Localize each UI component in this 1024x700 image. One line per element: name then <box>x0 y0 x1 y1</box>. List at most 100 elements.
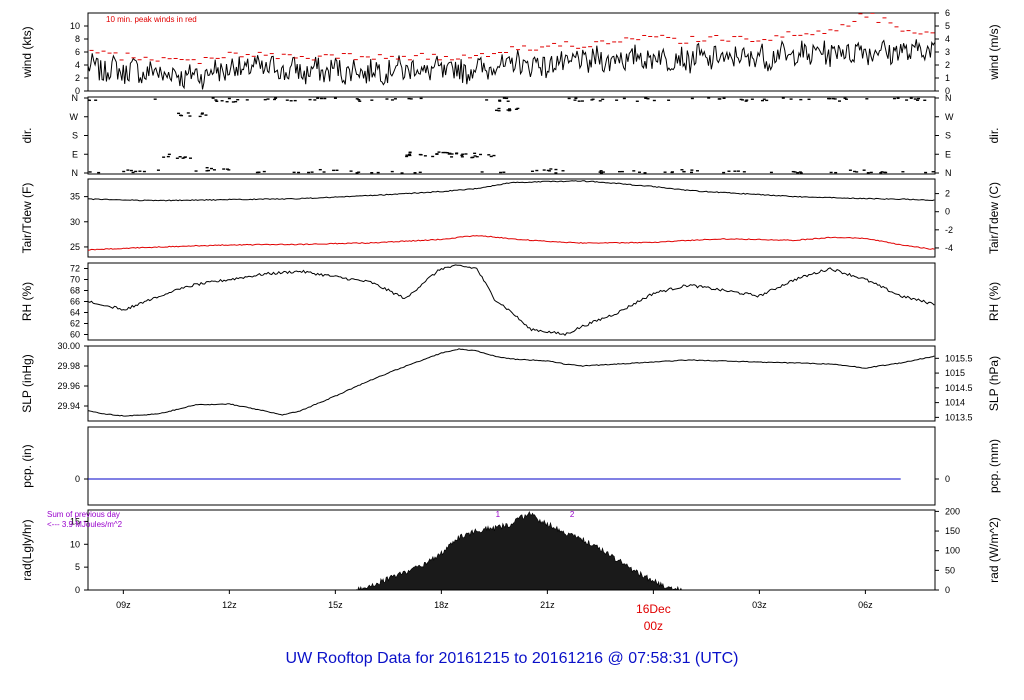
wind-direction-mark <box>376 171 380 174</box>
y-tick-label-right: 5 <box>945 21 950 31</box>
y-axis-label: pcp. (in) <box>20 444 34 487</box>
wind-speed-line <box>88 39 935 90</box>
y-axis-label: Tair/Tdew (F) <box>20 183 34 254</box>
y-tick-label: N <box>72 93 79 103</box>
wind-direction-mark <box>599 172 603 174</box>
wind-direction-mark <box>615 99 619 101</box>
y-tick-label: 4 <box>75 60 80 70</box>
y-tick-label: 2 <box>75 73 80 83</box>
wind-direction-mark <box>413 172 417 174</box>
wind-direction-mark <box>188 115 192 117</box>
y-tick-label-right: 2 <box>945 60 950 70</box>
wind-direction-mark <box>916 99 920 101</box>
wind-direction-mark <box>680 169 684 171</box>
plot-area <box>88 264 935 337</box>
wind-direction-mark <box>126 169 130 171</box>
dewpoint-line <box>88 235 935 251</box>
wind-direction-mark <box>514 108 518 110</box>
wind-direction-mark <box>206 169 210 172</box>
wind-direction-mark <box>744 100 748 102</box>
wind-direction-mark <box>506 109 510 111</box>
plot-area <box>84 97 935 174</box>
wind-direction-mark <box>573 99 577 101</box>
wind-direction-mark <box>736 170 740 172</box>
wind-direction-mark <box>473 152 477 155</box>
y-tick-label-right: E <box>945 149 951 159</box>
panel-frame <box>87 262 936 341</box>
y-tick-label: 0 <box>75 86 80 96</box>
y-tick-label-right: N <box>945 93 952 103</box>
wind-direction-mark <box>370 172 374 174</box>
wind-direction-mark <box>307 171 311 174</box>
y-tick-label-right: 6 <box>945 8 950 18</box>
y-tick-label-right: 100 <box>945 546 960 556</box>
wind-direction-mark <box>84 100 87 101</box>
wind-direction-mark <box>554 168 558 171</box>
y-tick-label-right: -2 <box>945 225 953 235</box>
plot-area <box>88 348 935 417</box>
y-axis-label: rad(Lgly/hr) <box>20 519 34 580</box>
wind-direction-mark <box>508 108 512 110</box>
x-tick-label: 06z <box>858 600 873 610</box>
wind-direction-mark <box>245 99 249 101</box>
wind-direction-mark <box>866 172 870 174</box>
panel-frame <box>87 96 936 175</box>
wind-direction-mark <box>323 97 327 100</box>
wind-direction-mark <box>257 171 261 173</box>
wind-direction-mark <box>177 112 181 115</box>
radiation-sum-value: <--- 3.9 MJoules/m^2 <box>47 520 123 529</box>
wind-direction-mark <box>646 98 650 100</box>
pressure-line <box>88 348 935 417</box>
wind-direction-mark <box>156 169 160 171</box>
x-tick-label: 18z <box>434 600 449 610</box>
wind-direction-mark <box>274 97 278 99</box>
wind-direction-mark <box>293 99 297 102</box>
wind-direction-mark <box>470 156 474 159</box>
radiation-marker-1: 1 <box>496 510 501 519</box>
wind-direction-mark <box>508 109 512 111</box>
wind-direction-mark <box>225 101 229 103</box>
wind-direction-mark <box>455 152 459 155</box>
panel-frame <box>87 178 936 258</box>
wind-direction-mark <box>865 98 869 100</box>
wind-direction-mark <box>200 112 204 114</box>
wind-direction-mark <box>637 171 641 173</box>
wind-direction-mark <box>435 153 439 155</box>
y-tick-label: 10 <box>70 539 80 549</box>
wind-direction-mark <box>652 99 656 102</box>
wind-direction-mark <box>88 99 90 101</box>
y-tick-label: 29.94 <box>57 401 80 411</box>
y-tick-label: 0 <box>75 474 80 484</box>
panel-7: rad(Lgly/hr) rad (W/m^2)05101505010015020… <box>20 506 1001 595</box>
wind-direction-mark <box>762 98 766 100</box>
wind-direction-mark <box>489 155 493 158</box>
wind-direction-mark <box>690 171 694 174</box>
wind-direction-mark <box>644 97 648 99</box>
wind-direction-mark <box>622 97 626 100</box>
wind-direction-mark <box>516 107 520 110</box>
radiation-marker-2: 2 <box>570 510 575 519</box>
y-axis-label-right: Tair/Tdew (C) <box>987 182 1001 254</box>
wind-direction-mark <box>236 99 240 101</box>
wind-direction-mark <box>409 98 413 100</box>
wind-direction-mark <box>332 169 336 172</box>
wind-direction-mark <box>498 100 502 102</box>
wind-direction-mark <box>690 169 694 171</box>
wind-direction-mark <box>869 171 873 174</box>
wind-direction-mark <box>473 155 477 157</box>
wind-direction-mark <box>879 172 883 174</box>
y-tick-label: 8 <box>75 34 80 44</box>
wind-direction-mark <box>285 99 289 101</box>
wind-direction-mark <box>178 156 182 158</box>
wind-direction-mark <box>385 98 389 100</box>
wind-direction-mark <box>273 98 277 101</box>
wind-direction-mark <box>166 155 170 158</box>
y-axis-label-right: SLP (hPa) <box>987 356 1001 411</box>
wind-direction-mark <box>618 170 622 173</box>
wind-direction-mark <box>198 115 202 118</box>
wind-direction-mark <box>310 171 314 173</box>
y-tick-label: 60 <box>70 330 80 340</box>
wind-direction-mark <box>405 154 409 156</box>
